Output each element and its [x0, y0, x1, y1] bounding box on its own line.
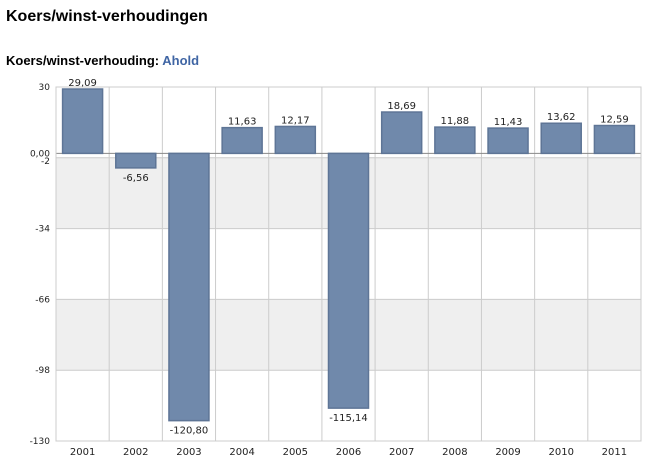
- x-tick-label: 2003: [176, 447, 201, 458]
- y-tick-label: -34: [35, 225, 50, 235]
- y-tick-label: -66: [35, 295, 50, 305]
- bar: [327, 152, 370, 409]
- x-tick-label: 2002: [123, 447, 148, 458]
- bar: [540, 122, 582, 155]
- value-label: 29,09: [68, 78, 97, 89]
- value-label: -6,56: [123, 173, 149, 184]
- bar: [380, 111, 423, 155]
- value-label: 12,17: [281, 115, 310, 126]
- value-label: 11,63: [228, 117, 257, 128]
- bar: [487, 127, 529, 155]
- x-tick-label: 2008: [442, 447, 467, 458]
- bar: [274, 125, 317, 155]
- x-tick-label: 2001: [70, 447, 95, 458]
- bar: [115, 152, 157, 169]
- bar: [593, 124, 636, 155]
- x-tick-label: 2004: [229, 447, 254, 458]
- page-title: Koers/winst-verhoudingen: [6, 8, 208, 25]
- value-label: 11,88: [441, 116, 470, 127]
- bar: [221, 126, 263, 155]
- value-label: -115,14: [329, 413, 368, 424]
- vertical-gridlines: [108, 87, 589, 441]
- bar: [61, 88, 104, 155]
- value-label: 13,62: [547, 112, 576, 123]
- value-labels: 29,09 -6,56 -120,80 11,63 12,17 -115,14 18,69 1…: [68, 78, 628, 437]
- chart-heading: Koers/winst-verhouding: Ahold: [6, 53, 199, 68]
- value-label: 18,69: [387, 101, 416, 112]
- value-label: -120,80: [170, 426, 209, 437]
- y-tick-label: -130: [30, 437, 51, 447]
- y-tick-label: -2: [41, 157, 50, 167]
- x-tick-label: 2009: [495, 447, 520, 458]
- chart-heading-label: Koers/winst-verhouding:: [6, 53, 160, 68]
- x-tick-label: 2011: [602, 447, 627, 458]
- y-tick-label: 30: [39, 83, 51, 93]
- bar: [434, 126, 476, 155]
- company-link[interactable]: Ahold: [162, 53, 200, 68]
- x-tick-label: 2010: [549, 447, 574, 458]
- x-axis-ticks: 2001 2002 2003 2004 2005 2006 2007 2008 2009 2010…: [70, 447, 627, 458]
- x-tick-label: 2007: [389, 447, 414, 458]
- x-tick-label: 2006: [336, 447, 361, 458]
- value-label: 11,43: [494, 117, 523, 128]
- y-axis-ticks: 30 0,00-2 -34 -66 -98 -130: [30, 83, 51, 447]
- bars: [61, 88, 636, 422]
- plot-frame: [55, 86, 642, 442]
- y-tick-label: -98: [35, 366, 50, 376]
- y-tick-label: 0,00: [30, 149, 50, 159]
- x-tick-label: 2005: [283, 447, 308, 458]
- value-label: 12,59: [600, 115, 629, 126]
- bar: [168, 152, 210, 422]
